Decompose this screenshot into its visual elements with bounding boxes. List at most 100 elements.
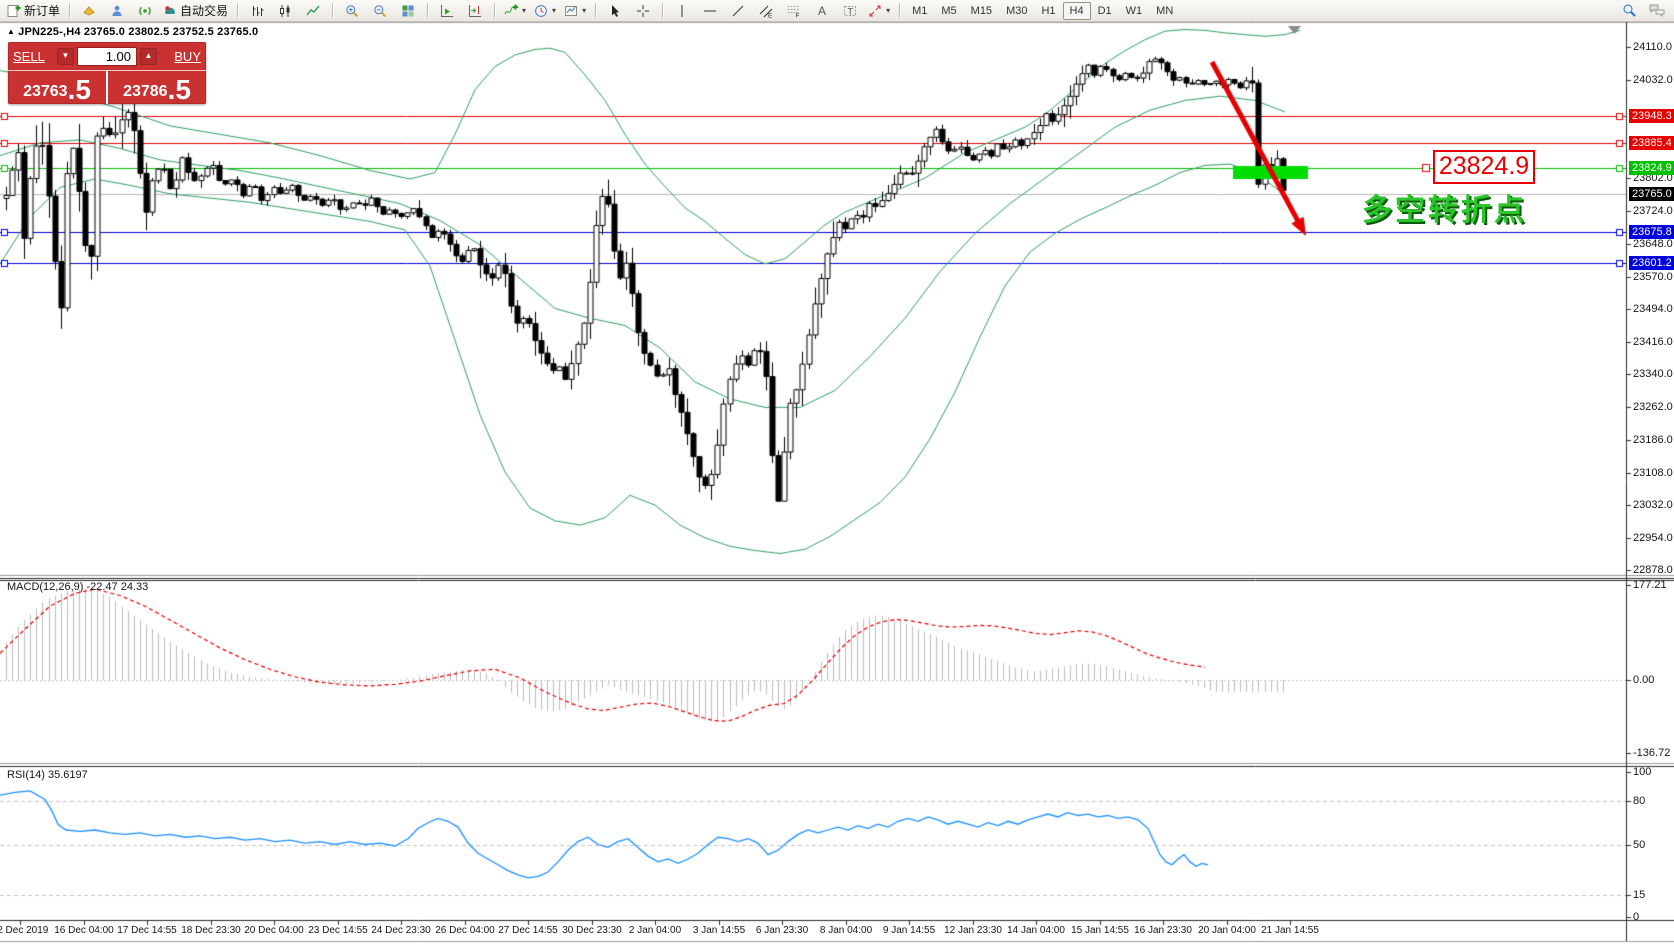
chevron-down-icon: ▾ xyxy=(552,6,557,15)
time-axis-label: 15 Jan 14:55 xyxy=(1071,925,1129,936)
vertical-line-button[interactable] xyxy=(668,0,696,22)
line-chart-button[interactable] xyxy=(299,0,327,22)
timeframe-button-m1[interactable]: M1 xyxy=(912,4,928,17)
indicators-icon xyxy=(504,4,519,14)
horizontal-line-icon xyxy=(704,10,717,11)
signals-button[interactable] xyxy=(131,0,159,22)
templates-button[interactable]: ▾ xyxy=(560,0,590,22)
buy-button[interactable]: BUY xyxy=(174,49,201,64)
search-icon xyxy=(1623,4,1636,17)
toolbar-separator xyxy=(427,3,429,18)
vertical-line-icon xyxy=(681,4,683,17)
price-axis-tick: 23186.0 xyxy=(1633,434,1673,446)
time-axis-label: 16 Jan 23:30 xyxy=(1134,925,1192,936)
toolbar-separator xyxy=(899,3,901,18)
autotrading-label: 自动交易 xyxy=(180,4,229,18)
macd-label: MACD(12,26,9) -22.47 24.33 xyxy=(7,581,149,593)
search-button[interactable] xyxy=(1615,0,1643,22)
arrows-icon xyxy=(869,5,881,16)
main-toolbar: 新订单 自动交易 ▾ ▾ xyxy=(0,0,1674,22)
price-axis-tick: 24032.0 xyxy=(1633,74,1673,86)
volume-input[interactable]: 1.00 xyxy=(77,47,137,66)
new-order-button[interactable]: 新订单 xyxy=(3,0,64,22)
indicators-button[interactable]: ▾ xyxy=(500,0,530,22)
experts-button[interactable] xyxy=(103,0,131,22)
zoom-out-button[interactable] xyxy=(366,0,394,22)
rsi-axis-tick: 100 xyxy=(1633,766,1652,778)
text-button[interactable]: A xyxy=(808,0,836,22)
svg-text:F: F xyxy=(796,12,800,18)
rsi-axis-tick: 50 xyxy=(1633,839,1646,851)
price-axis-tick: 22878.0 xyxy=(1633,564,1673,576)
timeframe-button-h1[interactable]: H1 xyxy=(1041,4,1056,17)
candlestick-button[interactable] xyxy=(271,0,299,22)
experts-icon xyxy=(112,5,122,16)
bar-chart-button[interactable] xyxy=(243,0,271,22)
candlestick-icon xyxy=(280,4,290,17)
annotation-note[interactable]: 多空转折点 xyxy=(1362,194,1527,227)
time-axis-label: 17 Dec 14:55 xyxy=(117,925,177,936)
buy-price[interactable]: 23786.5 xyxy=(108,70,206,104)
time-axis-label: 12 Dec 2019 xyxy=(0,925,49,936)
price-axis-tick: 23494.0 xyxy=(1633,303,1673,315)
price-axis-tick: 23340.0 xyxy=(1633,368,1673,380)
timeframe-button-m30[interactable]: M30 xyxy=(1006,4,1028,17)
price-line-label: 23675.8 xyxy=(1629,225,1674,239)
arrows-button[interactable]: ▾ xyxy=(864,0,894,22)
sell-button[interactable]: SELL xyxy=(13,49,45,64)
sell-price-pip: .5 xyxy=(67,74,91,105)
timeframe-button-m15[interactable]: M15 xyxy=(970,4,993,17)
signals-icon xyxy=(139,6,151,15)
zoom-in-button[interactable] xyxy=(338,0,366,22)
sell-price[interactable]: 23763.5 xyxy=(8,70,108,104)
templates-icon xyxy=(565,5,578,16)
timeframe-button-m5[interactable]: M5 xyxy=(941,4,957,17)
chart-shift-button[interactable] xyxy=(461,0,489,22)
timeframe-button-mn[interactable]: MN xyxy=(1156,4,1174,17)
price-line-label: 23765.0 xyxy=(1629,187,1674,201)
timeframe-button-w1[interactable]: W1 xyxy=(1125,4,1143,17)
editor-button[interactable] xyxy=(75,0,103,22)
cursor-button[interactable] xyxy=(601,0,629,22)
toolbar-separator xyxy=(662,3,664,18)
time-axis-label: 23 Dec 14:55 xyxy=(308,925,368,936)
text-label-icon: T xyxy=(844,5,857,16)
volume-decrease-button[interactable]: ▼ xyxy=(57,48,74,65)
time-axis-label: 16 Dec 04:00 xyxy=(54,925,114,936)
timeframe-button-d1[interactable]: D1 xyxy=(1097,4,1112,17)
toolbar-separator xyxy=(494,3,496,18)
periods-button[interactable]: ▾ xyxy=(530,0,560,22)
auto-scroll-button[interactable] xyxy=(433,0,461,22)
price-line-label: 23601.2 xyxy=(1629,256,1674,270)
price-line-label: 23824.9 xyxy=(1629,161,1674,175)
horizontal-line-button[interactable] xyxy=(696,0,724,22)
fibonacci-button[interactable]: F xyxy=(780,0,808,22)
time-axis-label: 18 Dec 23:30 xyxy=(181,925,241,936)
autotrading-button[interactable]: 自动交易 xyxy=(159,0,232,22)
chevron-down-icon: ▾ xyxy=(582,6,587,15)
crosshair-button[interactable] xyxy=(629,0,657,22)
volume-increase-button[interactable]: ▲ xyxy=(140,48,157,65)
trendline-button[interactable] xyxy=(724,0,752,22)
chevron-down-icon: ▾ xyxy=(522,6,527,15)
price-axis-tick: 23648.0 xyxy=(1633,238,1673,250)
price-callout[interactable]: 23824.9 xyxy=(1433,150,1535,184)
price-axis-tick: 24110.0 xyxy=(1633,41,1672,53)
toolbar-separator xyxy=(595,3,597,18)
timeframe-button-h4[interactable]: H4 xyxy=(1062,1,1091,20)
zoom-out-icon xyxy=(374,4,387,17)
tile-windows-button[interactable] xyxy=(394,0,422,22)
chevron-down-icon: ▾ xyxy=(886,6,891,15)
trade-panel-toggle-icon[interactable]: ▲ xyxy=(7,27,16,36)
text-label-button[interactable]: T xyxy=(836,0,864,22)
time-axis-label: 12 Jan 23:30 xyxy=(944,925,1002,936)
editor-icon xyxy=(83,5,95,15)
chat-button[interactable] xyxy=(1643,0,1671,22)
line-chart-icon xyxy=(306,5,320,15)
sell-price-main: 23763 xyxy=(23,83,68,100)
rsi-axis-tick: 0 xyxy=(1633,911,1640,923)
channel-button[interactable]: E xyxy=(752,0,780,22)
macd-axis-tick: -136.72 xyxy=(1633,747,1671,759)
chart-title: ▲ JPN225-,H4 23765.0 23802.5 23752.5 2376… xyxy=(7,26,258,38)
